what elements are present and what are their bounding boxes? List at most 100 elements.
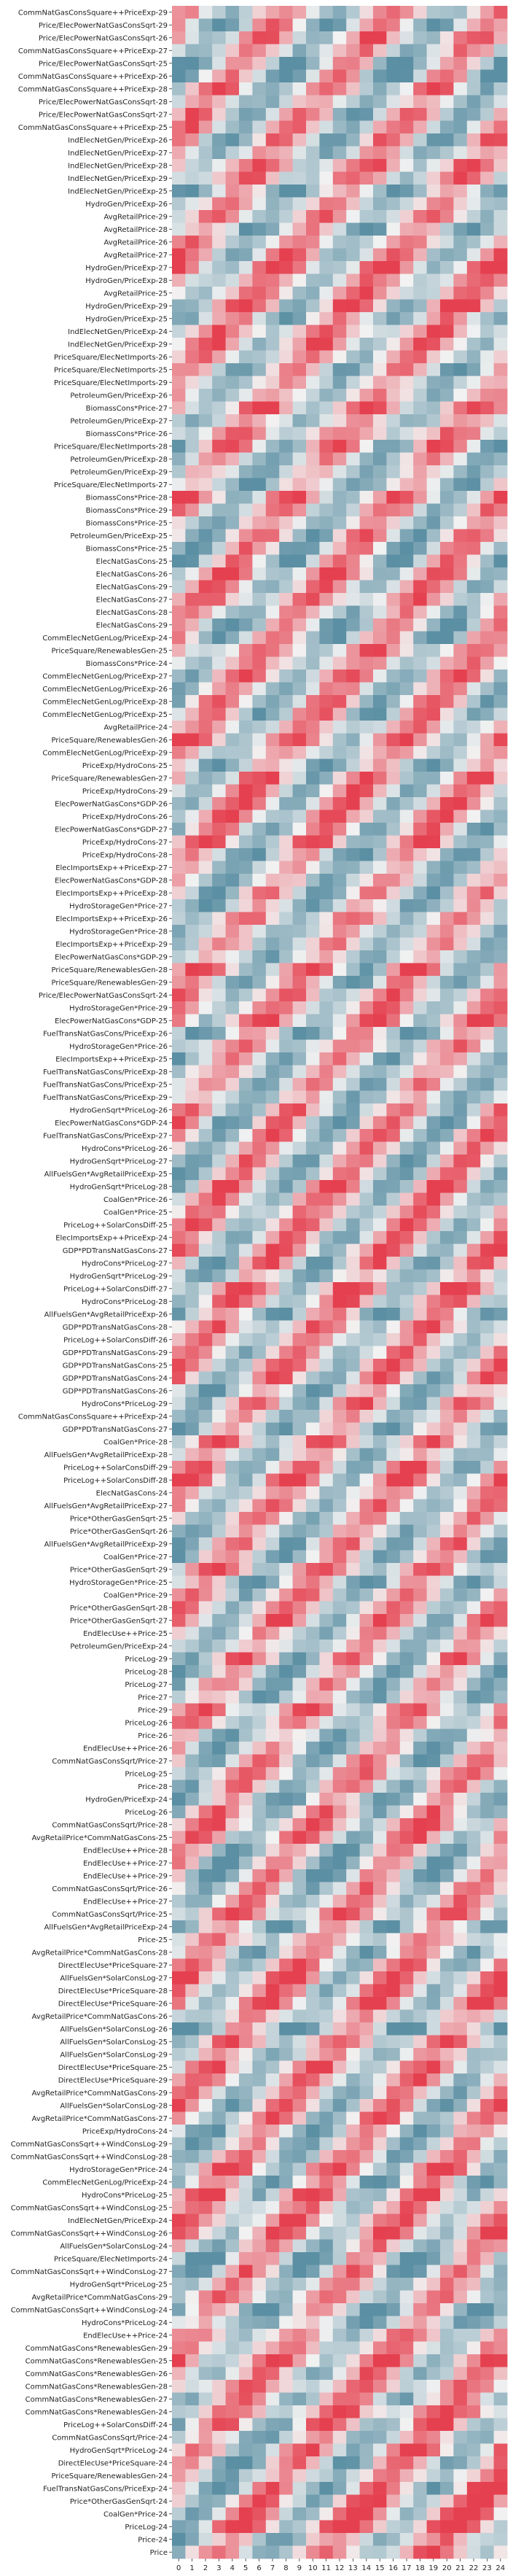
heatmap-cell [386, 2150, 401, 2163]
heatmap-cell [346, 2048, 360, 2061]
heatmap-cell [239, 2201, 253, 2214]
heatmap-cell [319, 1116, 334, 1130]
heatmap-cell [292, 937, 307, 951]
y-tick-label: ElecNatGasCons-27 [96, 596, 168, 604]
heatmap-cell [212, 1703, 226, 1717]
heatmap-cell [480, 1767, 494, 1780]
heatmap-cell [399, 1078, 414, 1091]
heatmap-cell [466, 988, 481, 1002]
heatmap-cell [373, 682, 387, 696]
heatmap-cell [212, 1308, 226, 1321]
heatmap-cell [373, 1218, 387, 1232]
heatmap-cell [480, 2035, 494, 2049]
heatmap-cell [413, 1065, 427, 1079]
heatmap-cell [453, 2290, 468, 2304]
heatmap-cell [346, 1384, 360, 1397]
heatmap-cell [212, 1614, 226, 1627]
heatmap-cell [359, 1218, 374, 1232]
heatmap-cell [319, 746, 334, 759]
heatmap-cell [373, 2214, 387, 2227]
heatmap-cell [172, 69, 186, 83]
heatmap-cell [480, 670, 494, 683]
heatmap-cell [359, 823, 374, 836]
heatmap-cell [306, 465, 320, 478]
heatmap-cell [265, 1397, 280, 1411]
heatmap-cell [440, 1027, 454, 1040]
heatmap-cell [225, 1933, 240, 1947]
heatmap-cell [399, 963, 414, 977]
heatmap-cell [265, 797, 280, 810]
heatmap-cell [399, 1907, 414, 1921]
heatmap-cell [493, 2150, 508, 2163]
heatmap-cell [440, 1167, 454, 1181]
heatmap-cell [319, 554, 334, 568]
heatmap-cell [198, 772, 213, 785]
heatmap-cell [225, 1052, 240, 1066]
heatmap-cell [279, 1869, 293, 1882]
heatmap-cell [493, 1665, 508, 1678]
heatmap-cell [265, 1448, 280, 1462]
heatmap-cell [306, 146, 320, 160]
heatmap-cell [453, 1052, 468, 1066]
heatmap-cell [319, 2162, 334, 2176]
heatmap-cell [265, 1486, 280, 1500]
heatmap-cell [466, 312, 481, 325]
heatmap-cell [453, 1397, 468, 1411]
heatmap-cell [399, 236, 414, 249]
heatmap-cell [480, 1499, 494, 1513]
heatmap-cell [346, 1767, 360, 1780]
heatmap-cell [319, 784, 334, 798]
heatmap-cell [386, 2278, 401, 2291]
heatmap-cell [480, 1103, 494, 1117]
heatmap-cell [440, 1486, 454, 1500]
heatmap-cell [466, 159, 481, 172]
heatmap-cell [413, 120, 427, 134]
heatmap-cell [185, 1397, 200, 1411]
heatmap-cell [453, 1320, 468, 1334]
heatmap-cell [212, 325, 226, 338]
heatmap-cell [252, 1742, 267, 1755]
heatmap-cell [279, 287, 293, 300]
heatmap-cell [413, 2278, 427, 2291]
heatmap-cell [480, 1346, 494, 1359]
heatmap-cell [373, 1014, 387, 1028]
y-tick-label: ElecPowerNatGasCons*GDP-26 [55, 800, 168, 808]
heatmap-cell [212, 2252, 226, 2265]
heatmap-cell [306, 1895, 320, 1908]
heatmap-cell [185, 950, 200, 963]
heatmap-cell [252, 835, 267, 849]
heatmap-cell [466, 31, 481, 44]
heatmap-cell [413, 57, 427, 70]
y-tick-label: CommElecNetGenLog/PriceExp-24 [42, 635, 168, 643]
heatmap-cell [252, 823, 267, 836]
heatmap-cell [426, 823, 441, 836]
heatmap-cell [359, 1448, 374, 1462]
heatmap-cell [453, 1524, 468, 1538]
y-tick-label: AllFuelsGen*AvgRetailPriceExp-24 [44, 1923, 168, 1931]
heatmap-cell [440, 1448, 454, 1462]
heatmap-cell [359, 503, 374, 517]
heatmap-cell [319, 120, 334, 134]
heatmap-cell [426, 580, 441, 594]
heatmap-cell [426, 2137, 441, 2151]
heatmap-cell [386, 2290, 401, 2304]
heatmap-cell [172, 1614, 186, 1627]
heatmap-cell [185, 197, 200, 211]
heatmap-cell [373, 2303, 387, 2316]
heatmap-cell [346, 1167, 360, 1181]
heatmap-cell [319, 1882, 334, 1896]
heatmap-cell [172, 2214, 186, 2227]
heatmap-cell [453, 1257, 468, 1270]
heatmap-cell [332, 1295, 347, 1308]
heatmap-cell [453, 2265, 468, 2278]
heatmap-cell [373, 1754, 387, 1768]
heatmap-cell [386, 1665, 401, 1678]
heatmap-cell [212, 707, 226, 721]
heatmap-cell [185, 976, 200, 989]
heatmap-cell [373, 1129, 387, 1142]
heatmap-cell [172, 823, 186, 836]
heatmap-cell [252, 1014, 267, 1028]
heatmap-cell [466, 1907, 481, 1921]
heatmap-cell [399, 2022, 414, 2036]
heatmap-cell [265, 1742, 280, 1755]
